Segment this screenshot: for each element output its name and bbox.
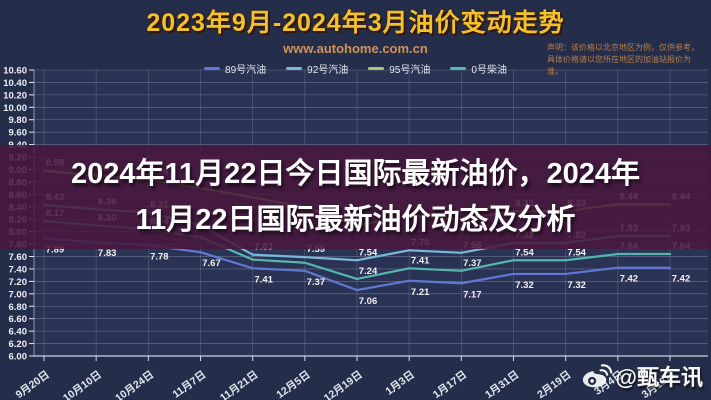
x-axis-label: 10月10日 <box>61 369 104 400</box>
data-label-89号汽油: 7.17 <box>463 289 482 300</box>
data-label-0号柴油: 7.41 <box>411 255 430 266</box>
legend-label-92: 92号汽油 <box>307 65 349 76</box>
legend-swatch-92-icon <box>286 67 303 70</box>
legend-item-diesel: 0号柴油 <box>450 61 507 76</box>
legend-swatch-95-icon <box>368 67 385 70</box>
y-axis-label: 10.20 <box>3 90 27 101</box>
overlay-banner: 2024年11月22日今日国际最新油价，2024年 11月22日国际最新油价动态… <box>0 145 711 249</box>
page-title: 2023年9月-2024年3月油价变动走势 <box>146 9 565 37</box>
legend-item-92: 92号汽油 <box>286 61 348 76</box>
legend-swatch-diesel-icon <box>450 67 467 70</box>
x-axis-label: 2月19日 <box>535 369 573 400</box>
x-axis-label: 1月17日 <box>431 369 469 400</box>
y-axis-label: 6.20 <box>9 339 28 350</box>
legend-label-95: 95号汽油 <box>389 65 431 76</box>
x-axis-label: 10月24日 <box>113 369 156 400</box>
data-label-92号汽油: 7.54 <box>359 247 378 258</box>
weibo-watermark: @甄车讯 <box>581 360 703 392</box>
y-axis-label: 6.40 <box>9 327 28 338</box>
y-axis-label: 7.40 <box>9 264 28 275</box>
data-label-0号柴油: 7.37 <box>463 258 482 269</box>
x-axis-label: 1月31日 <box>483 369 521 400</box>
legend-label-diesel: 0号柴油 <box>471 65 507 76</box>
y-axis-label: 7.00 <box>9 289 28 300</box>
x-axis-label: 12月5日 <box>274 369 312 400</box>
data-label-92号汽油: 7.59 <box>307 244 326 255</box>
data-label-0号柴油: 7.54 <box>515 247 534 258</box>
data-label-89号汽油: 7.41 <box>254 274 273 285</box>
data-label-89号汽油: 7.42 <box>672 274 691 285</box>
overlay-title-line1: 2024年11月22日今日国际最新油价，2024年 <box>71 157 640 190</box>
overlay-title-line2: 11月22日国际最新油价动态及分析 <box>135 204 576 236</box>
data-label-89号汽油: 7.32 <box>567 280 586 291</box>
chart-legend: 89号汽油 92号汽油 95号汽油 0号柴油 <box>0 61 711 76</box>
weibo-icon <box>582 363 612 387</box>
y-axis-label: 6.00 <box>9 352 28 363</box>
y-axis-label: 6.80 <box>9 302 28 313</box>
chart-header: 2023年9月-2024年3月油价变动走势 www.autohome.com.c… <box>0 0 711 76</box>
legend-item-89: 89号汽油 <box>204 61 266 76</box>
legend-item-95: 95号汽油 <box>368 61 430 76</box>
data-label-89号汽油: 7.37 <box>307 277 326 288</box>
y-axis-label: 7.60 <box>9 252 28 263</box>
data-label-0号柴油: 7.54 <box>567 247 586 258</box>
legend-label-89: 89号汽油 <box>225 65 267 76</box>
x-axis-label: 1月3日 <box>383 369 416 398</box>
y-axis-label: 10.00 <box>3 103 27 114</box>
x-axis-label: 11月7日 <box>171 369 209 400</box>
data-label-89号汽油: 7.21 <box>411 287 430 298</box>
data-label-89号汽油: 7.83 <box>98 248 117 259</box>
y-axis-label: 7.20 <box>9 277 28 288</box>
data-label-89号汽油: 7.06 <box>359 296 378 307</box>
y-axis-label: 10.40 <box>3 78 27 89</box>
data-label-89号汽油: 7.32 <box>515 280 534 291</box>
site-url: www.autohome.com.cn <box>283 41 428 56</box>
x-axis-label: 9月20日 <box>14 369 52 400</box>
y-axis-label: 10.60 <box>3 66 27 77</box>
y-axis-label: 9.80 <box>9 115 28 126</box>
data-label-89号汽油: 7.78 <box>150 251 169 262</box>
data-label-89号汽油: 7.42 <box>620 274 639 285</box>
data-label-89号汽油: 7.67 <box>202 258 221 269</box>
disclaimer-line1: 声明：该价格以北京地区为例，仅供参考， <box>547 43 699 52</box>
disclaimer-line2: 具体价格请以您所在地区的加油站报价为准。 <box>547 55 691 76</box>
data-label-89号汽油: 7.89 <box>46 244 65 255</box>
watermark-handle: @甄车讯 <box>615 365 703 390</box>
disclaimer-text: 声明：该价格以北京地区为例，仅供参考， 具体价格请以您所在地区的加油站报价为准。 <box>547 42 705 78</box>
data-label-0号柴油: 7.24 <box>359 266 378 277</box>
x-axis-label: 12月19日 <box>322 369 365 400</box>
legend-swatch-89-icon <box>204 67 221 70</box>
y-axis-label: 9.60 <box>9 128 28 139</box>
x-axis-label: 11月21日 <box>218 369 260 400</box>
y-axis-label: 6.60 <box>9 314 28 325</box>
